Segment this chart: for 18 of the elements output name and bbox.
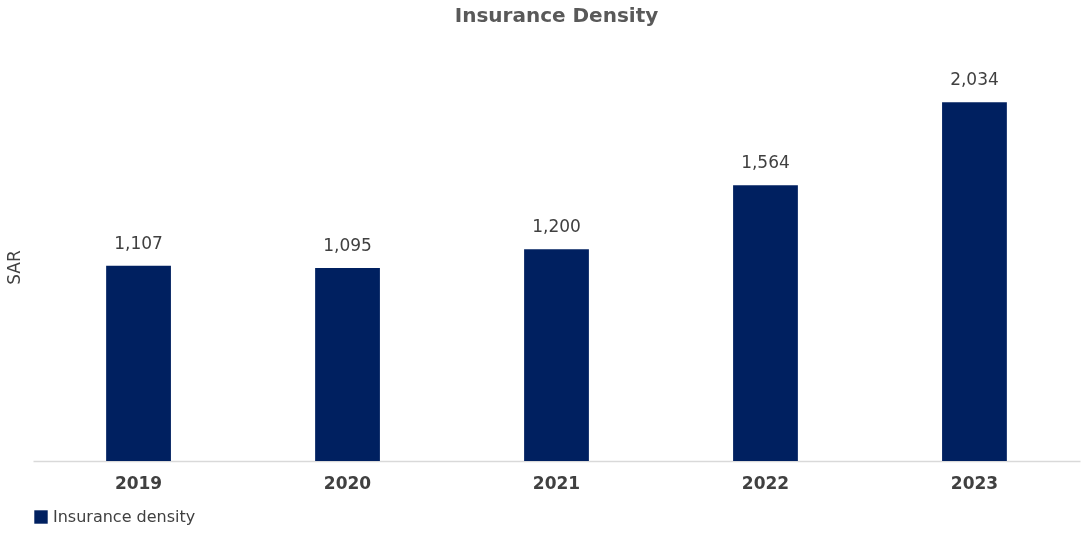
data-label: 2,034: [950, 69, 999, 90]
x-tick-label: 2019: [114, 472, 163, 493]
bar: [315, 267, 380, 461]
data-label: 1,107: [114, 232, 163, 253]
x-tick-label: 2020: [323, 472, 372, 493]
legend-label: Insurance density: [53, 507, 196, 526]
bar: [106, 265, 171, 461]
bar: [733, 185, 798, 461]
y-axis-title: SAR: [3, 250, 24, 285]
data-label: 1,200: [532, 216, 581, 237]
bar: [524, 249, 589, 461]
chart-title: Insurance Density: [454, 3, 659, 28]
x-tick-label: 2021: [532, 472, 581, 493]
data-label: 1,095: [323, 234, 372, 255]
x-tick-label: 2023: [950, 472, 999, 493]
bar: [942, 102, 1007, 461]
x-tick-label: 2022: [741, 472, 790, 493]
data-label: 1,564: [741, 152, 790, 173]
